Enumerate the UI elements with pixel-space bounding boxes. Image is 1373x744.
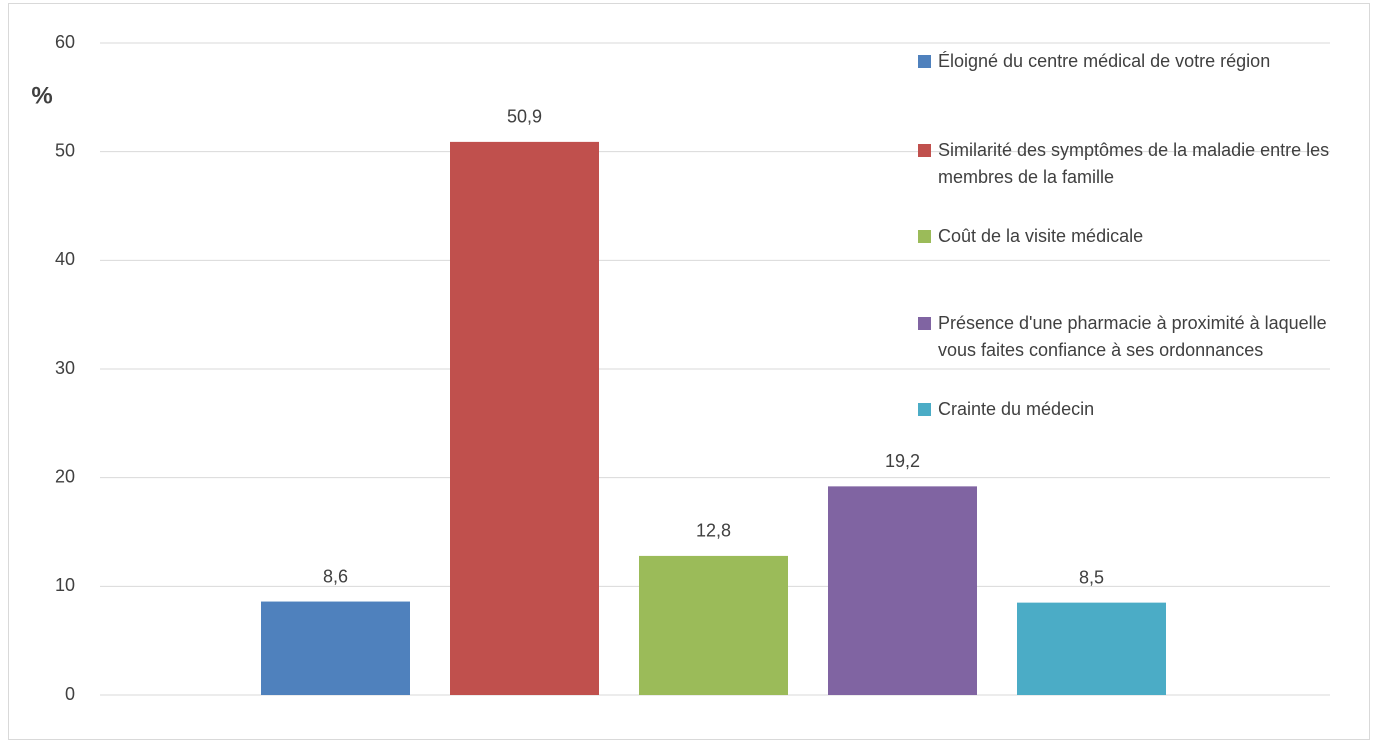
legend-item: Présence d'une pharmacie à proximité à l… (918, 310, 1338, 364)
legend-item: Similarité des symptômes de la maladie e… (918, 137, 1338, 191)
y-tick-label: 10 (55, 575, 75, 595)
bar (828, 486, 977, 695)
legend-swatch (918, 55, 931, 68)
y-tick-label: 60 (55, 32, 75, 52)
bar (261, 601, 410, 695)
data-label: 8,6 (323, 566, 348, 586)
data-label: 8,5 (1079, 567, 1104, 587)
legend-swatch (918, 317, 931, 330)
y-tick-label: 50 (55, 140, 75, 160)
chart-border (8, 3, 1370, 740)
legend-item: Crainte du médecin (918, 396, 1338, 423)
data-label: 19,2 (885, 451, 920, 471)
data-label: 12,8 (696, 521, 731, 541)
data-label: 50,9 (507, 107, 542, 127)
y-tick-label: 0 (65, 684, 75, 704)
y-tick-label: 20 (55, 466, 75, 486)
legend-item: Coût de la visite médicale (918, 223, 1338, 250)
legend-label: Présence d'une pharmacie à proximité à l… (938, 313, 1327, 360)
bar (639, 555, 788, 695)
legend-label: Éloigné du centre médical de votre régio… (938, 51, 1271, 71)
legend-swatch (918, 230, 931, 243)
y-tick-label: 40 (55, 249, 75, 269)
legend-label: Crainte du médecin (938, 399, 1095, 419)
bar (1017, 602, 1166, 695)
legend-label: Similarité des symptômes de la maladie e… (938, 140, 1330, 187)
y-axis-label: % (31, 82, 52, 109)
bar (450, 141, 599, 696)
legend-swatch (918, 403, 931, 416)
legend-item: Éloigné du centre médical de votre régio… (918, 48, 1338, 75)
legend-swatch (918, 144, 931, 157)
legend-label: Coût de la visite médicale (938, 226, 1144, 246)
y-tick-label: 30 (55, 358, 75, 378)
